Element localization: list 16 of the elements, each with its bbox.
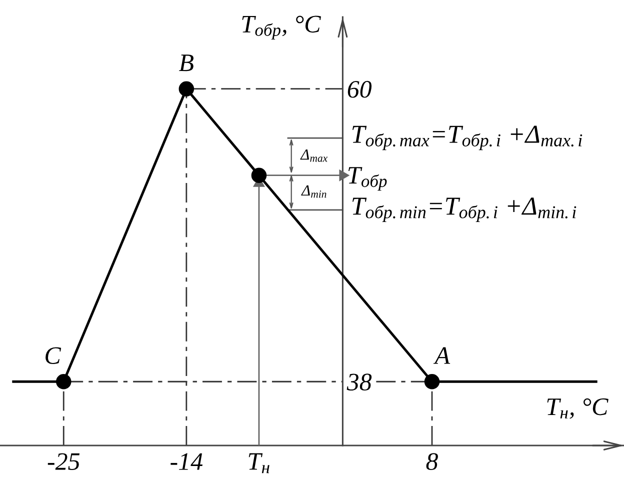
y-axis-title: T$_{обр}$, °C — [242, 16, 321, 40]
y-tick-label: 38 — [346, 374, 372, 391]
ref-line-label: T$_{обр.max}$=T$_{обр.i}$ +Δ$_{max.i}$ — [352, 126, 582, 150]
data-label: C — [46, 347, 62, 364]
ref-line-label: T$_{обр.min}$=T$_{обр.i}$ +Δ$_{min.i}$ — [352, 198, 576, 222]
data-label: B — [179, 54, 194, 72]
x-tick-label: -14 — [170, 453, 203, 470]
x-tick-label: T$_{н}$ — [248, 453, 270, 474]
data-label: A — [433, 347, 450, 364]
y-tick-label: T$_{обр}$ — [348, 167, 387, 191]
x-tick-label: -25 — [48, 453, 80, 470]
x-tick-label: 8 — [426, 453, 438, 470]
annotation: Δ$_{min}$ — [301, 185, 326, 198]
x-axis-title: T$_{н}$, °C — [547, 398, 608, 419]
annotation: Δ$_{max}$ — [300, 150, 328, 162]
y-tick-label: 60 — [348, 80, 372, 98]
